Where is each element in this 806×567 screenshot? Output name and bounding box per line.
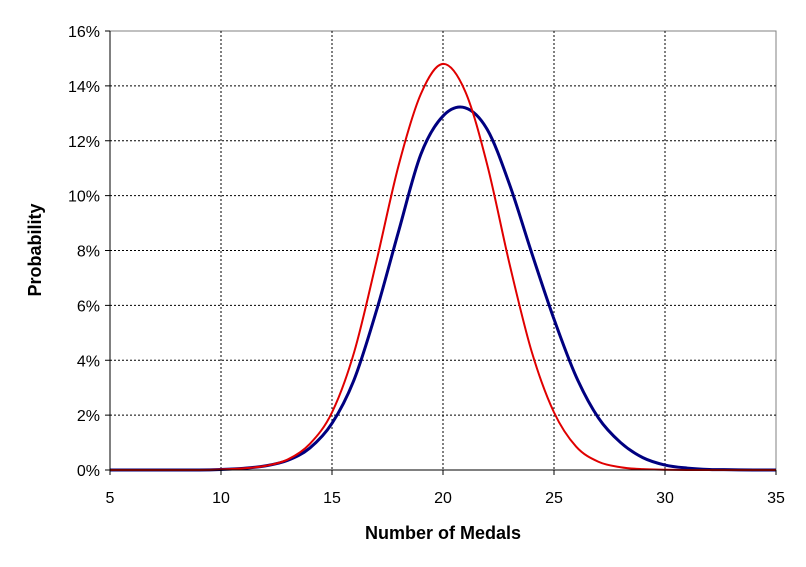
y-tick-label: 2% [77,408,100,425]
x-axis-title: Number of Medals [365,523,521,543]
y-tick-label: 16% [68,24,100,41]
x-tick-label: 10 [212,490,230,507]
x-tick-label: 15 [323,490,341,507]
x-tick-label: 5 [106,490,115,507]
y-tick-label: 0% [77,463,100,480]
x-tick-label: 25 [545,490,563,507]
x-tick-label: 30 [656,490,674,507]
x-tick-label: 35 [767,490,785,507]
y-tick-label: 12% [68,134,100,151]
gridlines [110,31,776,470]
x-tick-labels: 5 10 15 20 25 30 35 [106,490,785,507]
y-tick-label: 8% [77,244,100,261]
y-tick-labels: 0% 2% 4% 6% 8% 10% 12% 14% 16% [68,24,100,480]
y-tick-label: 4% [77,353,100,370]
y-axis-title: Probability [25,203,45,296]
x-tick-label: 20 [434,490,452,507]
y-tick-label: 14% [68,79,100,96]
y-tick-label: 6% [77,298,100,315]
y-tick-label: 10% [68,189,100,206]
axes [105,30,777,475]
